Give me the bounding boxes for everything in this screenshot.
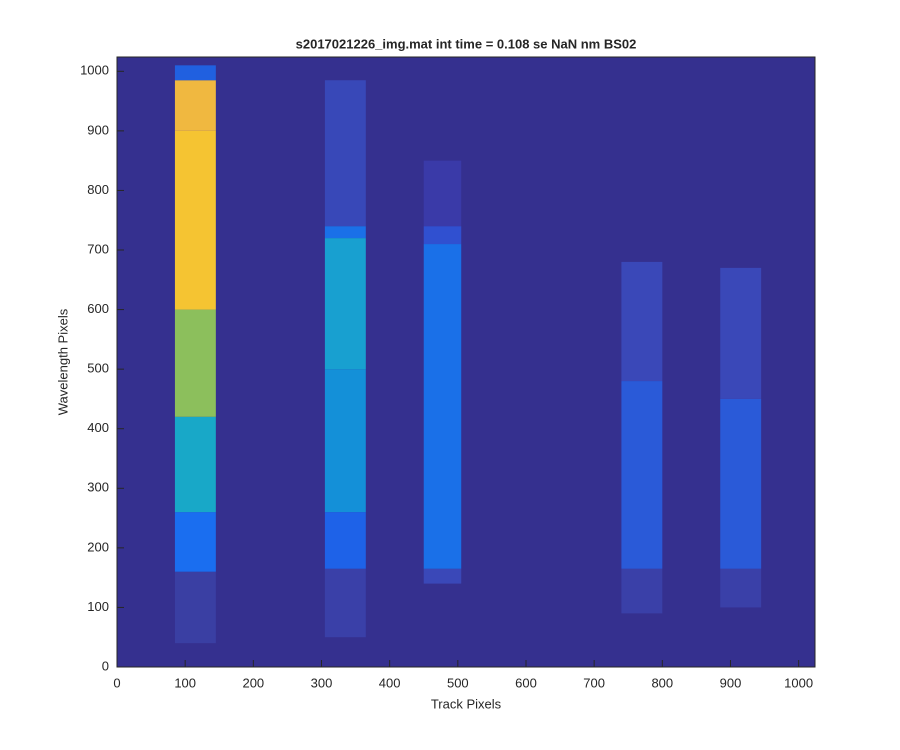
y-tick-label: 0	[102, 658, 109, 673]
x-tick-label: 900	[720, 675, 742, 690]
image-segment	[621, 261, 663, 382]
image-segment	[174, 416, 216, 513]
image-segment	[324, 80, 366, 227]
chart-title: s2017021226_img.mat int time = 0.108 se …	[296, 36, 637, 51]
image-segment	[720, 267, 762, 399]
image-segment	[621, 381, 663, 569]
image-segment	[324, 512, 366, 569]
image-segment	[423, 568, 462, 584]
y-tick-label: 200	[87, 539, 109, 554]
y-tick-label: 900	[87, 122, 109, 137]
y-axis-label: Wavelength Pixels	[55, 308, 70, 415]
image-segment	[174, 80, 216, 131]
image-background	[117, 57, 815, 667]
y-tick-label: 800	[87, 182, 109, 197]
image-segment	[423, 160, 462, 227]
image-segment	[720, 568, 762, 608]
x-tick-label: 1000	[784, 675, 813, 690]
image-segment	[174, 130, 216, 310]
x-tick-label: 300	[311, 675, 333, 690]
image-segment	[174, 65, 216, 81]
x-tick-label: 0	[113, 675, 120, 690]
x-tick-label: 500	[447, 675, 469, 690]
image-segment	[720, 398, 762, 569]
image-segment	[324, 238, 366, 370]
image-segment	[423, 226, 462, 245]
y-tick-label: 700	[87, 241, 109, 256]
image-segment	[324, 369, 366, 513]
y-tick-label: 1000	[80, 63, 109, 78]
image-segment	[423, 244, 462, 569]
image-segment	[174, 571, 216, 644]
x-tick-label: 700	[583, 675, 605, 690]
x-tick-label: 400	[379, 675, 401, 690]
image-segment	[324, 568, 366, 638]
y-tick-label: 600	[87, 301, 109, 316]
y-tick-label: 500	[87, 361, 109, 376]
y-tick-label: 400	[87, 420, 109, 435]
x-tick-label: 200	[242, 675, 264, 690]
axes-box	[116, 56, 816, 668]
image-segment	[174, 309, 216, 417]
image-segment	[324, 226, 366, 239]
x-tick-label: 600	[515, 675, 537, 690]
y-tick-label: 100	[87, 599, 109, 614]
x-axis-label: Track Pixels	[431, 696, 502, 711]
image-segment	[621, 568, 663, 614]
x-tick-label: 800	[651, 675, 673, 690]
x-tick-label: 100	[174, 675, 196, 690]
y-tick-label: 300	[87, 480, 109, 495]
image-segment	[174, 512, 216, 572]
